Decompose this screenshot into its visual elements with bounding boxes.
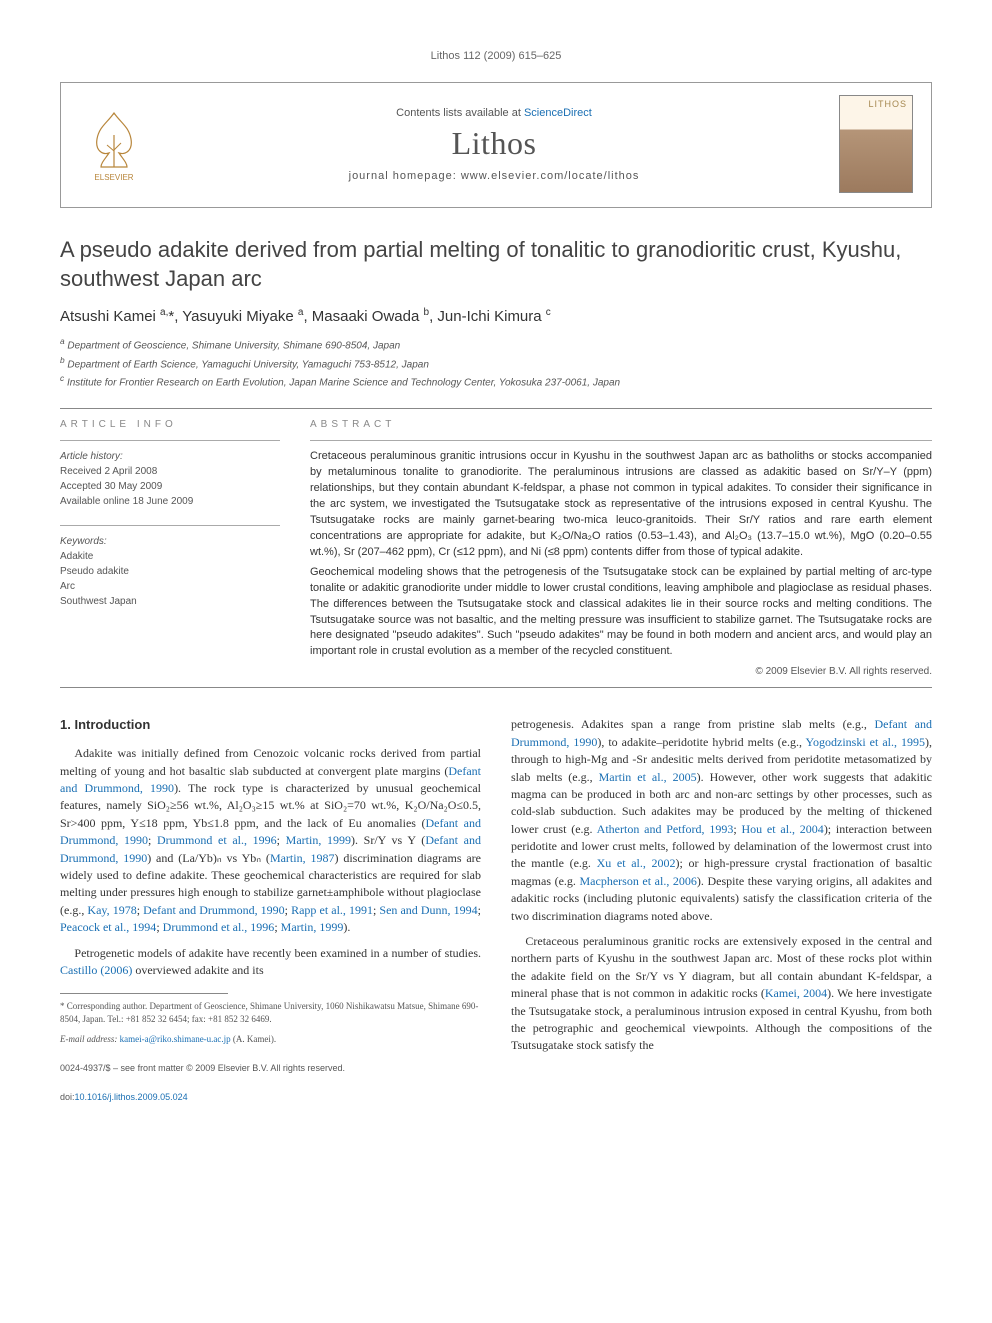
keyword: Adakite <box>60 549 280 564</box>
article-info-label: ARTICLE INFO <box>60 419 280 430</box>
abstract-text: Cretaceous peraluminous granitic intrusi… <box>310 449 932 660</box>
article-info-column: ARTICLE INFO Article history: Received 2… <box>60 419 280 677</box>
abstract-para: Cretaceous peraluminous granitic intrusi… <box>310 449 932 561</box>
article-history: Article history: Received 2 April 2008 A… <box>60 449 280 509</box>
received-date: Received 2 April 2008 <box>60 464 280 479</box>
email-link[interactable]: kamei-a@riko.shimane-u.ac.jp <box>120 1034 231 1044</box>
affiliation-c: c Institute for Frontier Research on Ear… <box>60 372 932 390</box>
online-date: Available online 18 June 2009 <box>60 494 280 509</box>
authors: Atsushi Kamei a,*, Yasuyuki Miyake a, Ma… <box>60 307 932 325</box>
keyword: Pseudo adakite <box>60 564 280 579</box>
sciencedirect-link[interactable]: ScienceDirect <box>524 107 592 119</box>
keywords-block: Keywords: Adakite Pseudo adakite Arc Sou… <box>60 534 280 609</box>
divider <box>60 440 280 441</box>
accepted-date: Accepted 30 May 2009 <box>60 479 280 494</box>
affiliation-a: a Department of Geoscience, Shimane Univ… <box>60 335 932 353</box>
email-footnote: E-mail address: kamei-a@riko.shimane-u.a… <box>60 1033 481 1046</box>
homepage-line: journal homepage: www.elsevier.com/locat… <box>149 170 839 182</box>
publisher-name: ELSEVIER <box>94 173 133 182</box>
footnote-divider <box>60 993 228 994</box>
journal-cover-thumbnail: LITHOS <box>839 95 913 193</box>
affiliation-b: b Department of Earth Science, Yamaguchi… <box>60 354 932 372</box>
homepage-url: www.elsevier.com/locate/lithos <box>461 170 640 182</box>
cover-label: LITHOS <box>840 99 912 109</box>
article-title: A pseudo adakite derived from partial me… <box>60 236 932 293</box>
footer-issn: 0024-4937/$ – see front matter © 2009 El… <box>60 1062 481 1075</box>
abstract-label: ABSTRACT <box>310 419 932 430</box>
corresponding-author-footnote: * Corresponding author. Department of Ge… <box>60 1000 481 1025</box>
affiliations: a Department of Geoscience, Shimane Univ… <box>60 335 932 390</box>
journal-name: Lithos <box>149 125 839 162</box>
body-para: Cretaceous peraluminous granitic rocks a… <box>511 933 932 1055</box>
divider <box>60 687 932 688</box>
homepage-prefix: journal homepage: <box>349 170 461 182</box>
copyright-line: © 2009 Elsevier B.V. All rights reserved… <box>310 666 932 677</box>
abstract-column: ABSTRACT Cretaceous peraluminous graniti… <box>310 419 932 677</box>
elsevier-logo: ELSEVIER <box>79 105 149 183</box>
contents-line: Contents lists available at ScienceDirec… <box>149 107 839 119</box>
body-para: Adakite was initially defined from Cenoz… <box>60 745 481 936</box>
section-heading: 1. Introduction <box>60 716 481 735</box>
keyword: Southwest Japan <box>60 594 280 609</box>
body-columns: 1. Introduction Adakite was initially de… <box>60 716 932 1104</box>
body-para: petrogenesis. Adakites span a range from… <box>511 716 932 925</box>
abstract-para: Geochemical modeling shows that the petr… <box>310 565 932 661</box>
left-column: 1. Introduction Adakite was initially de… <box>60 716 481 1104</box>
right-column: petrogenesis. Adakites span a range from… <box>511 716 932 1104</box>
keywords-label: Keywords: <box>60 534 280 549</box>
history-label: Article history: <box>60 449 280 464</box>
contents-prefix: Contents lists available at <box>396 107 524 119</box>
divider <box>60 408 932 409</box>
doi-link[interactable]: 10.1016/j.lithos.2009.05.024 <box>75 1092 188 1102</box>
keyword: Arc <box>60 579 280 594</box>
email-suffix: (A. Kamei). <box>231 1034 276 1044</box>
journal-header: ELSEVIER Contents lists available at Sci… <box>60 82 932 208</box>
divider <box>60 525 280 526</box>
divider <box>310 440 932 441</box>
body-para: Petrogenetic models of adakite have rece… <box>60 945 481 980</box>
email-label: E-mail address: <box>60 1034 120 1044</box>
running-head: Lithos 112 (2009) 615–625 <box>60 50 932 62</box>
footer-doi: doi:10.1016/j.lithos.2009.05.024 <box>60 1091 481 1104</box>
doi-label: doi: <box>60 1092 75 1102</box>
